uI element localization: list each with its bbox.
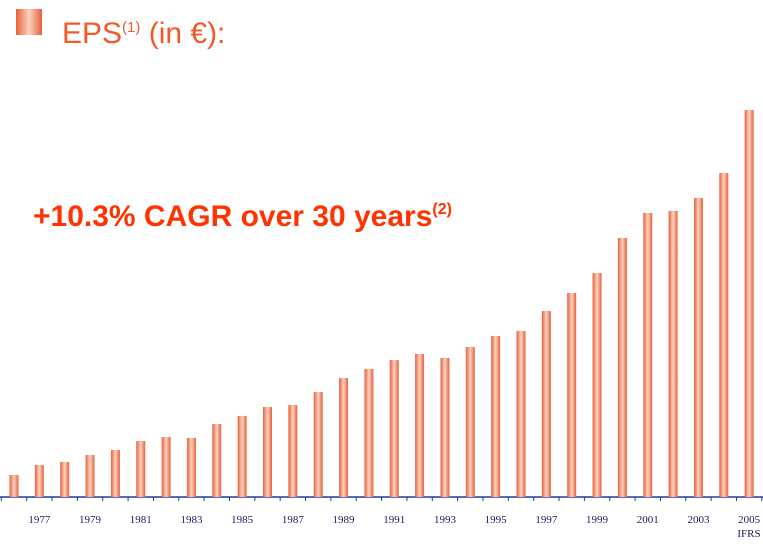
annotation: +10.3% CAGR over 30 years(2) <box>33 200 452 233</box>
bar <box>288 405 298 497</box>
bar <box>161 437 171 497</box>
x-tick-label: 2003 <box>687 514 710 526</box>
bar <box>516 331 526 497</box>
x-tick-label: 1995 <box>485 514 508 526</box>
annotation-main: +10.3% CAGR over 30 years <box>33 200 432 233</box>
bar <box>693 198 703 497</box>
bar <box>440 358 450 497</box>
bar <box>339 378 349 497</box>
bar <box>212 424 222 497</box>
chart-title: EPS(1) (in €): <box>62 17 225 50</box>
title-icon <box>16 9 42 35</box>
bar <box>592 273 602 497</box>
bar <box>263 407 272 497</box>
bar <box>415 354 425 497</box>
annotation-note: (2) <box>432 201 452 218</box>
bar <box>85 455 95 497</box>
bar <box>237 416 247 497</box>
x-tick-label: 1979 <box>79 514 102 526</box>
bar <box>491 336 501 497</box>
x-tick-label: 1987 <box>282 514 305 526</box>
x-tick-label: 1997 <box>535 514 558 526</box>
title-main: EPS <box>62 17 122 50</box>
bar <box>136 441 146 497</box>
bar <box>110 450 120 497</box>
bar <box>313 392 323 497</box>
bar <box>465 347 475 497</box>
x-tick-label: 1983 <box>180 514 203 526</box>
x-tick-label: 1977 <box>28 514 51 526</box>
bar <box>617 238 627 497</box>
x-tick-label: 2005 <box>738 514 761 526</box>
bar <box>668 211 678 497</box>
x-tick-label: 1989 <box>333 514 356 526</box>
footnote: IFRS <box>737 528 760 540</box>
bar <box>389 360 399 497</box>
bar <box>364 369 374 497</box>
x-tick-label: 1991 <box>383 514 405 526</box>
x-tick-label: 1999 <box>586 514 609 526</box>
x-tick-label: 1981 <box>130 514 152 526</box>
title-suffix: (in €): <box>140 17 225 50</box>
title-note: (1) <box>122 19 140 36</box>
x-tick-label: 1993 <box>434 514 457 526</box>
bar <box>9 475 19 497</box>
bar <box>567 293 577 497</box>
bar <box>60 462 70 497</box>
bar <box>541 311 551 497</box>
bar <box>186 438 196 497</box>
bar <box>719 173 729 497</box>
bar <box>744 110 754 497</box>
x-tick-label: 2001 <box>637 514 659 526</box>
bar <box>643 213 653 497</box>
x-tick-label: 1985 <box>231 514 254 526</box>
bar <box>34 465 44 497</box>
